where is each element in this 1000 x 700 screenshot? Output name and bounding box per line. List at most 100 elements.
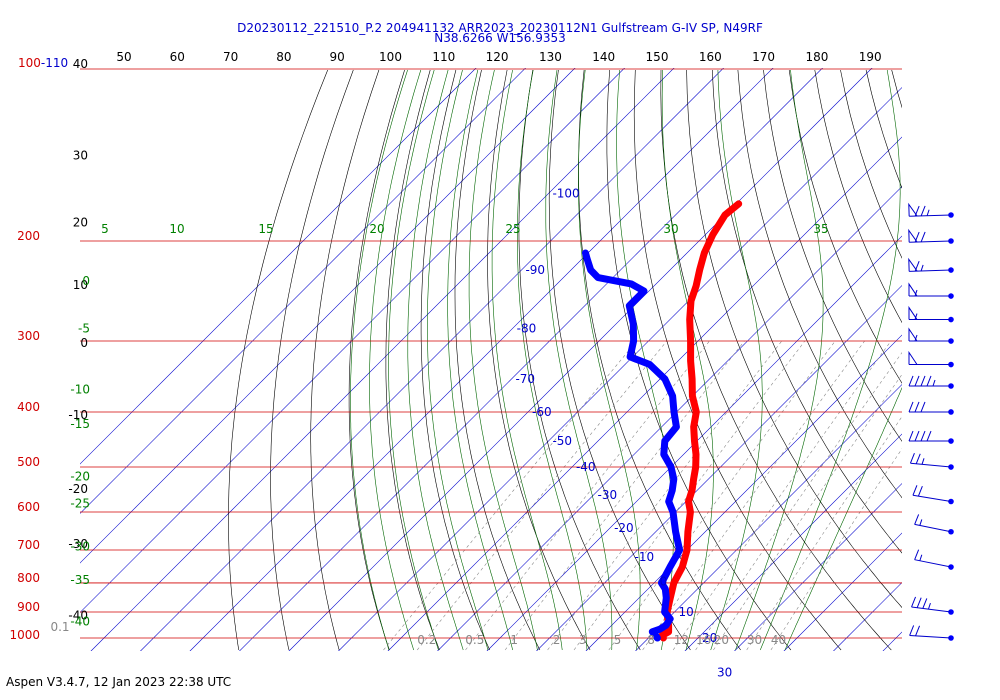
wind-barb-flag [926, 375, 932, 387]
dry-adiabat-line [763, 69, 902, 442]
pressure-label: 200 [17, 229, 40, 243]
wind-barb-staff [912, 494, 952, 502]
theta-label: 5 [101, 222, 109, 236]
wind-barb-flag [920, 205, 926, 217]
dry-adiabat-line [348, 69, 405, 651]
top-axis-tick-label: 170 [752, 50, 775, 64]
wind-barb-flag [926, 430, 932, 442]
wind-barb-halfflag [927, 602, 931, 610]
chart-title: D20230112_221510_P.2 204941132 ARR2023_2… [237, 21, 763, 35]
top-axis-tick-label: 120 [486, 50, 509, 64]
moist-adiabat-line [545, 69, 613, 651]
wind-barb-halfflag [914, 313, 918, 320]
pressure-label: 800 [17, 571, 40, 585]
isotherm-label: -100 [552, 187, 579, 201]
footer-text: Aspen V3.4.7, 12 Jan 2023 22:38 UTC [6, 675, 232, 689]
sounding-profiles [582, 200, 743, 642]
mixing-ratio-label: 20 [714, 633, 729, 647]
left-axis-tick-label: 20 [73, 215, 88, 229]
wind-barb-pennant [908, 228, 918, 243]
wind-barb [911, 596, 954, 615]
mixing-ratio-label: 40 [771, 633, 786, 647]
wind-barb-flag [908, 401, 914, 413]
mixing-ratio-label: 0.5 [465, 633, 484, 647]
isobar-lines [80, 68, 902, 639]
dry-adiabat-line [385, 69, 440, 651]
isotherm-label: -60 [532, 405, 552, 419]
wind-barb-halfflag [926, 209, 930, 216]
wind-barb-halfflag [914, 334, 918, 342]
wind-barb-pennant [908, 257, 918, 272]
theta-label: 35 [813, 222, 828, 236]
left-axis-tick-label: 30 [73, 149, 88, 163]
isotherm-label: 10 [678, 605, 693, 619]
wind-barb-flag [909, 625, 915, 636]
dry-adiabat-line [518, 69, 641, 651]
isotherm-label: -30 [598, 488, 618, 502]
wind-barb-dot [948, 464, 954, 470]
left-axis-tick-label: 40 [73, 57, 88, 71]
pressure-label: 700 [17, 538, 40, 552]
dry-adiabat-line [737, 69, 902, 499]
mixing-ratio-line [770, 448, 902, 651]
moist-adiabat-line [427, 69, 489, 651]
wind-barb-halfflag [921, 458, 925, 465]
mixing-ratio-label: 0.1 [50, 620, 69, 634]
wind-barb-halfflag [919, 519, 923, 526]
theta-label: -35 [70, 573, 90, 587]
wind-barb [908, 228, 954, 244]
wind-barb [908, 257, 954, 273]
mixing-ratio-label: 1 [510, 633, 518, 647]
theta-label: -20 [70, 470, 90, 484]
theta-label: -25 [70, 497, 90, 511]
wind-barb [908, 350, 954, 368]
isotherm-line [239, 68, 823, 651]
wind-barb-flag [914, 205, 920, 217]
isotherm-line [437, 186, 902, 651]
wind-barb [908, 401, 954, 415]
pressure-label: 400 [17, 400, 40, 414]
mixing-ratio-line [713, 373, 902, 651]
wind-barb-pennant [908, 282, 918, 297]
isotherm-line [140, 68, 724, 651]
dry-adiabat-line [814, 69, 902, 324]
theta-label: -40 [70, 614, 90, 628]
wind-barb-flag [915, 625, 921, 636]
dry-adiabat-line [454, 69, 541, 651]
mixing-ratio-label: 30 [747, 633, 762, 647]
isotherm-line [80, 68, 526, 514]
top-axis-tick-label: 190 [859, 50, 882, 64]
dry-adiabat-line [840, 69, 902, 259]
moist-adiabat-line [407, 69, 464, 651]
pressure-label: 1000 [9, 628, 40, 642]
wind-barb-flag [914, 430, 920, 442]
wind-barb-dot [948, 498, 954, 505]
isotherm-line [189, 68, 774, 651]
wind-barb-flag [920, 375, 926, 387]
isotherm-line [783, 532, 902, 651]
top-axis-tick-label: 90 [330, 50, 345, 64]
isotherm-label: -20 [614, 521, 634, 535]
top-axis-tick-label: 70 [223, 50, 238, 64]
isotherm-label: -70 [515, 372, 535, 386]
left-axis-tick-label: 10 [73, 278, 88, 292]
mixing-ratio-label: 16 [696, 633, 711, 647]
wind-barb-flag [920, 231, 926, 243]
theta-label: -10 [70, 382, 90, 396]
chart-subtitle: N38.6266 W156.9353 [434, 31, 566, 45]
wind-barb [908, 305, 954, 323]
isotherm-label: -80 [517, 321, 537, 335]
wind-barb [908, 282, 954, 299]
wind-barb-flag [914, 260, 920, 272]
moist-adiabat-line [735, 69, 824, 651]
top-axis-tick-label: 140 [592, 50, 615, 64]
wind-barb-flag [914, 401, 920, 413]
dry-adiabat-line [943, 70, 1000, 650]
isotherm-line [80, 68, 477, 465]
pressure-label: 500 [17, 455, 40, 469]
wind-barbs [908, 202, 954, 641]
top-axis-tick-label: 150 [646, 50, 669, 64]
mixing-ratio-label: 8 [647, 633, 655, 647]
diagram-background [80, 68, 1000, 651]
